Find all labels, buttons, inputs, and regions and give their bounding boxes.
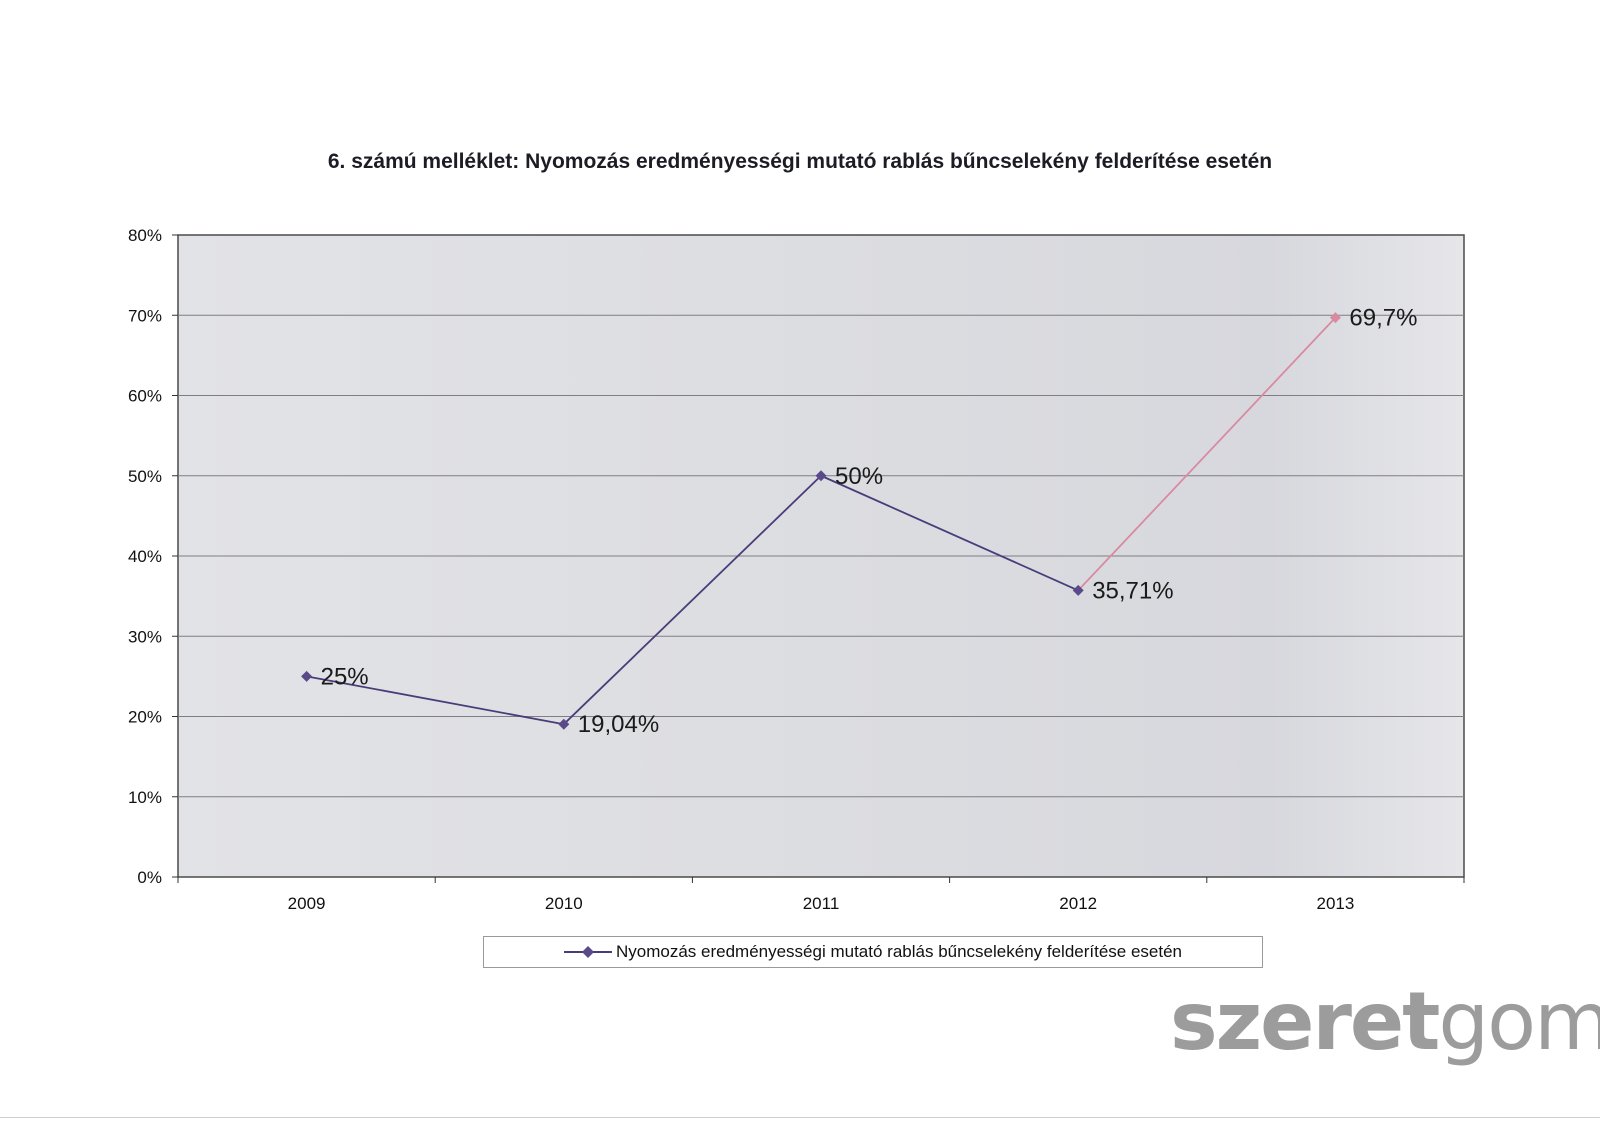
legend-swatch bbox=[563, 946, 612, 958]
data-point-marker bbox=[301, 670, 313, 682]
watermark-bold: szeret bbox=[1170, 975, 1440, 1068]
x-tick-label: 2009 bbox=[288, 894, 326, 913]
y-tick-label: 30% bbox=[128, 627, 162, 646]
data-label: 19,04% bbox=[578, 711, 659, 738]
y-tick-label: 50% bbox=[128, 467, 162, 486]
series-line-segment bbox=[1077, 317, 1337, 592]
data-label: 35,71% bbox=[1092, 577, 1173, 604]
y-tick-label: 20% bbox=[128, 708, 162, 727]
y-tick-label: 80% bbox=[128, 226, 162, 245]
x-tick-label: 2010 bbox=[545, 894, 583, 913]
data-label: 69,7% bbox=[1349, 305, 1417, 332]
data-point-marker bbox=[815, 470, 827, 482]
watermark-logo: szeretgom bbox=[1170, 975, 1600, 1068]
y-tick-label: 0% bbox=[137, 868, 162, 887]
series-line-segment bbox=[306, 675, 564, 726]
watermark-light: gom bbox=[1438, 975, 1600, 1068]
x-tick-label: 2011 bbox=[803, 894, 840, 913]
y-tick-label: 60% bbox=[128, 387, 162, 406]
x-tick-label: 2013 bbox=[1316, 894, 1354, 913]
legend: Nyomozás eredményességi mutató rablás bű… bbox=[483, 936, 1263, 968]
bottom-divider bbox=[0, 1117, 1600, 1118]
series-line-segment bbox=[820, 474, 1079, 592]
page-title: 6. számú melléklet: Nyomozás eredményess… bbox=[327, 150, 1273, 173]
x-tick-label: 2012 bbox=[1059, 894, 1097, 913]
data-label: 50% bbox=[835, 463, 883, 490]
y-tick-label: 70% bbox=[128, 306, 162, 325]
y-tick-label: 40% bbox=[128, 547, 162, 566]
series-line-segment bbox=[563, 475, 822, 725]
data-point-marker bbox=[1072, 584, 1084, 596]
data-point-marker bbox=[1329, 312, 1341, 324]
legend-label: Nyomozás eredményességi mutató rablás bű… bbox=[615, 942, 1183, 961]
data-label: 25% bbox=[321, 663, 369, 690]
data-point-marker bbox=[558, 718, 570, 730]
y-tick-label: 10% bbox=[128, 788, 162, 807]
